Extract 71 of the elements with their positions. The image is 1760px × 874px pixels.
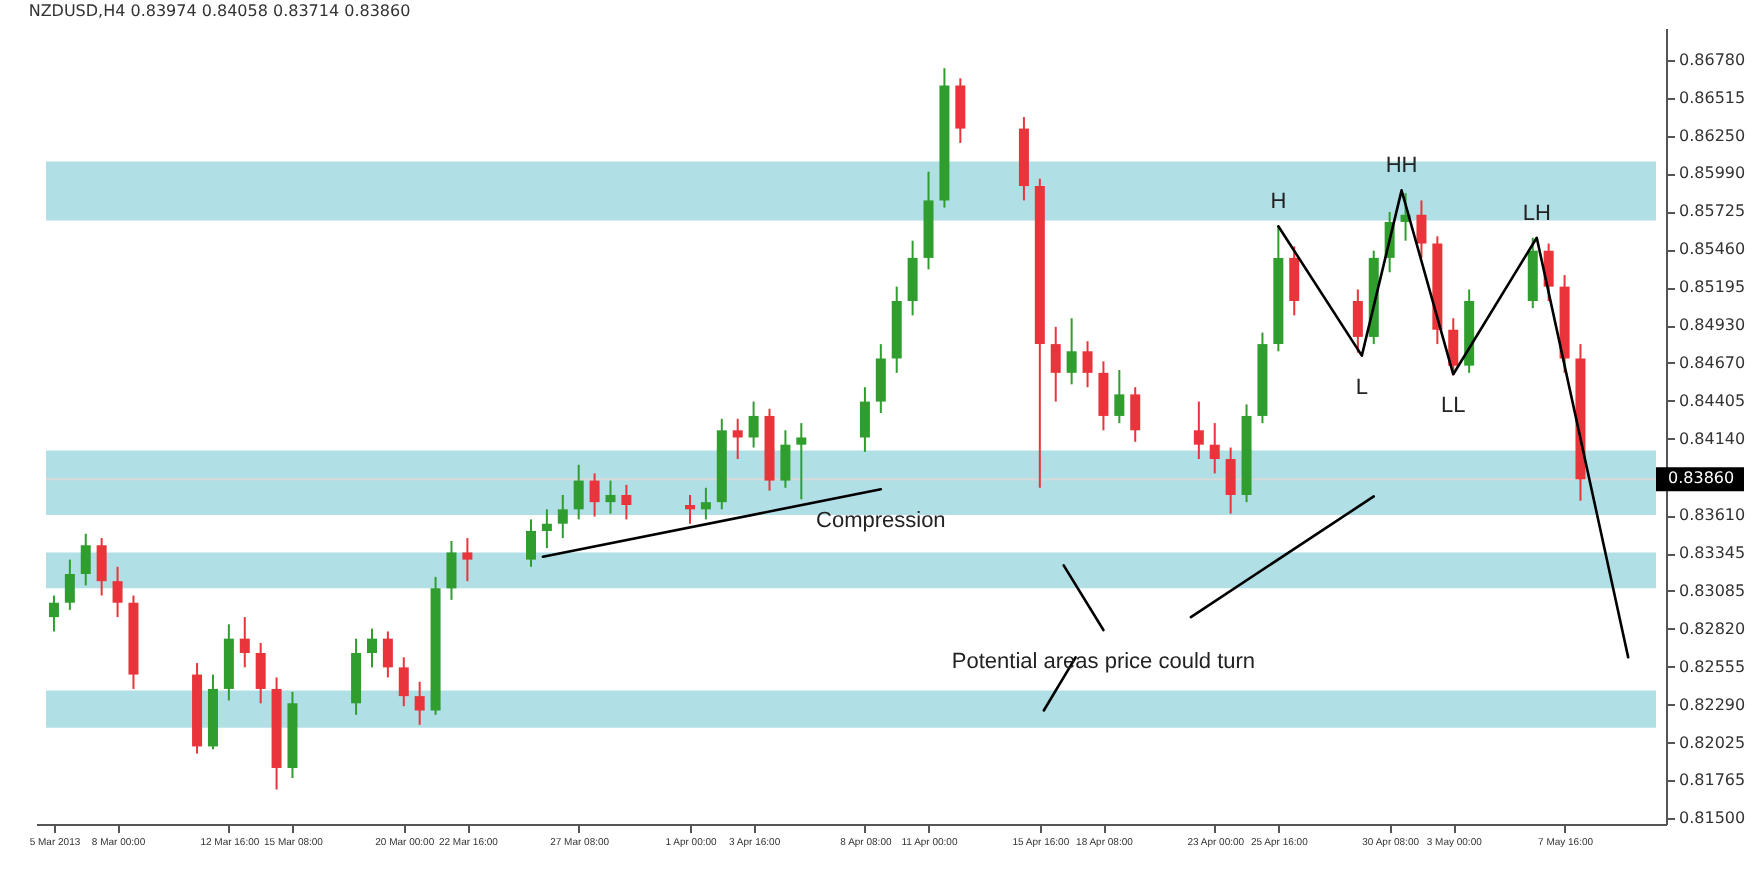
- y-tick-label: 0.82820: [1679, 619, 1746, 638]
- candlestick: [875, 343, 886, 415]
- annotation: L: [1355, 375, 1368, 400]
- y-tick-label: 0.86780: [1679, 50, 1746, 69]
- annotation: HH: [1385, 154, 1418, 179]
- candlestick: [1082, 340, 1093, 389]
- annotation: Compression: [816, 509, 946, 534]
- candlestick: [1098, 360, 1109, 432]
- candlestick: [748, 400, 759, 449]
- candlestick: [1225, 446, 1236, 515]
- candlestick: [255, 641, 266, 705]
- y-tick-label: 0.85990: [1679, 164, 1746, 183]
- candlestick: [112, 565, 123, 619]
- candlestick: [557, 493, 568, 540]
- candlestick: [1416, 199, 1427, 259]
- candlestick: [414, 680, 425, 726]
- candlestick: [700, 486, 711, 521]
- y-tick-label: 0.84140: [1679, 429, 1746, 448]
- candlestick: [1209, 422, 1220, 475]
- y-tick-label: 0.86515: [1679, 88, 1746, 107]
- candlestick: [1050, 325, 1061, 403]
- annotation: LL: [1441, 394, 1466, 419]
- candlestick: [573, 463, 584, 521]
- candlestick: [732, 417, 743, 461]
- y-tick-label: 0.85195: [1679, 278, 1746, 297]
- y-tick-label: 0.82555: [1679, 657, 1746, 676]
- y-tick-label: 0.85725: [1679, 202, 1746, 221]
- candlestick: [398, 656, 409, 708]
- candlestick: [1114, 368, 1125, 425]
- candlestick: [605, 479, 616, 515]
- y-tick-label: 0.84405: [1679, 391, 1746, 410]
- candlestick: [366, 627, 377, 669]
- candlestick: [1130, 386, 1141, 443]
- candlestick: [796, 422, 807, 501]
- y-tick-label: 0.84670: [1679, 353, 1746, 372]
- candlestick: [685, 493, 695, 525]
- candlestick: [541, 508, 552, 550]
- candlestick: [48, 594, 59, 633]
- y-tick-label: 0.82290: [1679, 695, 1746, 714]
- candlestick: [1066, 317, 1077, 386]
- candlestick: [525, 518, 536, 568]
- candlestick: [64, 558, 75, 611]
- candlestick: [1448, 317, 1459, 376]
- candlestick: [1289, 245, 1300, 317]
- chart-title: NZDUSD,H4 0.83974 0.84058 0.83714 0.83860: [28, 2, 411, 20]
- annotation: H: [1270, 190, 1287, 215]
- candlestick: [1352, 288, 1363, 354]
- candlestick: [80, 532, 91, 587]
- y-tick-label: 0.83085: [1679, 581, 1746, 600]
- y-tick-label: 0.84930: [1679, 316, 1746, 335]
- y-tick-label: 0.81765: [1679, 771, 1746, 790]
- candlestick: [955, 77, 966, 144]
- y-tick-label: 0.83345: [1679, 544, 1746, 563]
- y-tick-label: 0.83610: [1679, 506, 1746, 525]
- candlestick: [96, 537, 107, 597]
- y-tick-label: 0.86250: [1679, 126, 1746, 145]
- y-tick-label: 0.85460: [1679, 240, 1746, 259]
- candlestick: [621, 483, 632, 521]
- candlestick: [239, 616, 250, 669]
- candlestick: [1193, 400, 1204, 461]
- y-tick-label: 0.81500: [1679, 809, 1746, 828]
- candlestick: [382, 630, 393, 679]
- annotation: LH: [1522, 201, 1551, 226]
- candlestick: [462, 537, 473, 583]
- candlestick: [859, 386, 870, 453]
- candlestick: [446, 539, 457, 601]
- ref-line-label: 0.83860: [1668, 469, 1735, 488]
- candlestick: [780, 429, 791, 489]
- candlestick: [589, 472, 600, 518]
- candlestick: [907, 239, 918, 317]
- y-tick-label: 0.82025: [1679, 733, 1746, 752]
